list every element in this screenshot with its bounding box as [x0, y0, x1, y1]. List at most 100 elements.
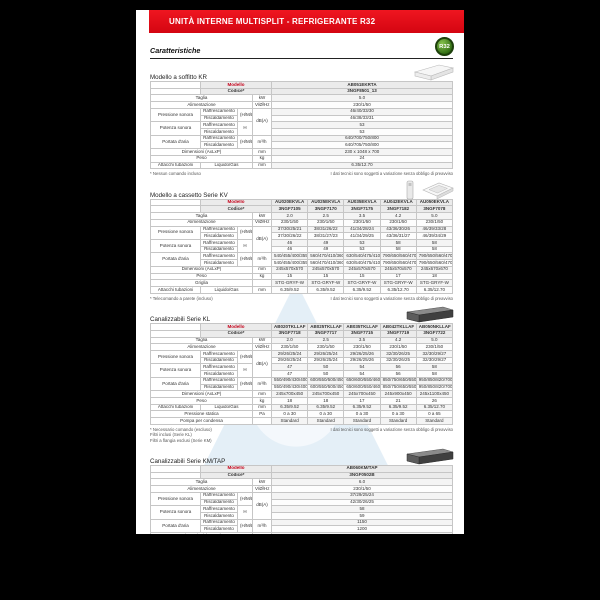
- value: 29/26/25/24: [307, 356, 345, 365]
- row-label: Portata d'aria: [150, 518, 201, 534]
- value: Standard: [379, 417, 417, 425]
- model-name: AB050NKLLAF: [415, 323, 454, 331]
- row-label: Pressione sonora: [150, 491, 201, 507]
- table-row: Riscaldamento 37/30/26/22 38/31/27/23 41/34…: [151, 232, 454, 240]
- row-label: Dimensioni (AxLxP): [150, 390, 253, 399]
- row-label: Pressione sonora: [150, 225, 201, 241]
- table-row: Taglia kW 5.0: [150, 94, 453, 103]
- value: 550/490/430/400: [271, 383, 309, 392]
- footnote-line: Filtri inclusi (Serie KL): [150, 432, 192, 438]
- table-row: Alimentazione V/Ø/Hz 230/1/50 230/1/50 230/1…: [150, 343, 454, 351]
- blank-cell: [150, 323, 201, 331]
- modello-header: Modello: [199, 465, 273, 473]
- table-row: Portata d'ariaRaffrescamento(H/M/L/Q)m³/…: [150, 252, 454, 267]
- table-row: Portata d'ariaRaffrescamento(H/M/L/Q)m³/…: [150, 376, 454, 392]
- value: 17: [343, 397, 381, 405]
- value: 46/38/33/31: [271, 114, 453, 123]
- sub-label: Raffrescamento: [200, 121, 238, 130]
- table-row: Pressione sonoraRaffrescamento(H/M/L/Q)d…: [150, 107, 453, 136]
- value: 58: [379, 239, 417, 247]
- row-label: Griglia: [150, 279, 253, 288]
- model-code: 3NGF7719: [379, 329, 417, 338]
- table-row: Dimensioni (AxLxP) mm 245x570x570 245x570x5…: [150, 265, 454, 274]
- row-label: Potenza sonora: [150, 505, 201, 520]
- codice-header: Codice*: [199, 205, 273, 214]
- sub-label: Raffrescamento: [200, 505, 238, 513]
- sub-label: Raffrescamento: [200, 350, 238, 358]
- value: 41/34/29/25: [343, 232, 381, 240]
- unit-label: m³/h: [251, 134, 273, 150]
- value: 18: [307, 397, 345, 405]
- value: 58: [415, 363, 454, 372]
- sub-label: Riscaldamento: [200, 525, 238, 534]
- value: 790/650/560/470: [379, 259, 417, 267]
- unit-label: m³/h: [251, 518, 273, 534]
- sub-label: Raffrescamento: [200, 252, 238, 261]
- value: 32/30/29/27: [415, 356, 454, 365]
- row-label: Taglia: [150, 212, 253, 220]
- qualifier: (H/M/L/Q): [237, 134, 253, 150]
- table-row: Portata d'ariaRaffrescamento(H/M/L/Q)m³/…: [150, 518, 453, 534]
- value: 245x570x570: [307, 265, 345, 274]
- codice-header: Codice*: [199, 87, 273, 96]
- sub-label: Liquido/Gas: [200, 403, 253, 412]
- sub-label: Raffrescamento: [200, 225, 238, 234]
- sub-label: Riscaldamento: [200, 245, 238, 254]
- value: 2.5: [307, 336, 345, 345]
- value: 6.35/12.70: [379, 286, 417, 294]
- unit-label: [251, 417, 273, 425]
- table-row: Dimensioni (AxLxP) mm 245x700x450 245x700x4…: [150, 390, 454, 399]
- model-code: 3NGF7175: [343, 205, 381, 214]
- model-code: 3NGF7717: [307, 329, 345, 338]
- value: 790/650/560/470: [415, 252, 454, 261]
- table-row: Pressione sonoraRaffrescamento(H/M/L/Q)d…: [150, 491, 453, 520]
- ducted-unit-image: [406, 306, 454, 323]
- row-label: Alimentazione: [150, 101, 253, 109]
- value: 4.2: [379, 212, 417, 220]
- value: 37/29/25/24: [271, 491, 453, 500]
- unit-label: dB(A): [251, 491, 273, 520]
- value: 6.0: [271, 478, 453, 487]
- value: 230/1/50: [271, 485, 453, 493]
- value: 50: [307, 370, 345, 378]
- sub-label: Riscaldamento: [200, 370, 238, 378]
- value: 630/540/475/410: [343, 252, 381, 261]
- unit-label: kg: [251, 397, 273, 405]
- model-name: AB042TKLLAF: [379, 323, 417, 331]
- page-content: Caratteristiche Modello a soffitto KR Mo…: [136, 46, 464, 534]
- value: 230/1/50: [379, 218, 417, 227]
- row-label: Peso: [150, 154, 253, 163]
- table-row: Peso kg 18 18 17 21 26: [150, 397, 454, 405]
- value: 950/850/820/700: [415, 376, 454, 385]
- row-label: Potenza sonora: [150, 121, 201, 136]
- value: 249x999x750: [271, 532, 453, 534]
- sub-label: Riscaldamento: [200, 141, 238, 150]
- qualifier: H: [237, 505, 253, 520]
- value: 245x1100x450: [415, 390, 454, 399]
- disclaimer-note: I dati tecnici sono soggetti a variazion…: [330, 295, 453, 301]
- qualifier: H: [237, 121, 253, 136]
- model-name: AU035EKVLA: [343, 198, 381, 207]
- value: 56: [379, 363, 417, 372]
- blank-cell: [150, 198, 201, 207]
- table-row: Riscaldamento 47 50 54 56 58: [151, 370, 454, 378]
- model-name: AB020TKLLAF: [271, 323, 309, 331]
- unit-label: Pa: [251, 410, 273, 419]
- value: 15: [307, 272, 345, 281]
- value: 43/36/31/27: [379, 232, 417, 240]
- value: 59: [271, 512, 453, 520]
- value: 42/30/26/25: [271, 498, 453, 507]
- sub-label: Riscaldamento: [200, 498, 238, 507]
- sub-label: Liquido/Gas: [200, 286, 253, 294]
- table-row: Attacchi tubazioni Liquido/Gas mm 6.35/12.7…: [150, 161, 453, 170]
- value: 5.0: [415, 212, 454, 220]
- unit-label: mm: [251, 390, 273, 399]
- model-code: 3NGF7105: [271, 205, 309, 214]
- sub-label: Riscaldamento: [200, 512, 238, 520]
- model-name: AU020EKVLA: [271, 198, 309, 207]
- value: 29/26/25/26: [343, 356, 381, 365]
- r32-badge-icon: R32: [435, 37, 454, 56]
- value: STG-GRYF-W: [343, 279, 381, 288]
- row-label: Dimensioni (AxLxP): [150, 265, 253, 274]
- table-row: Modello AB051EKRTA: [150, 81, 453, 89]
